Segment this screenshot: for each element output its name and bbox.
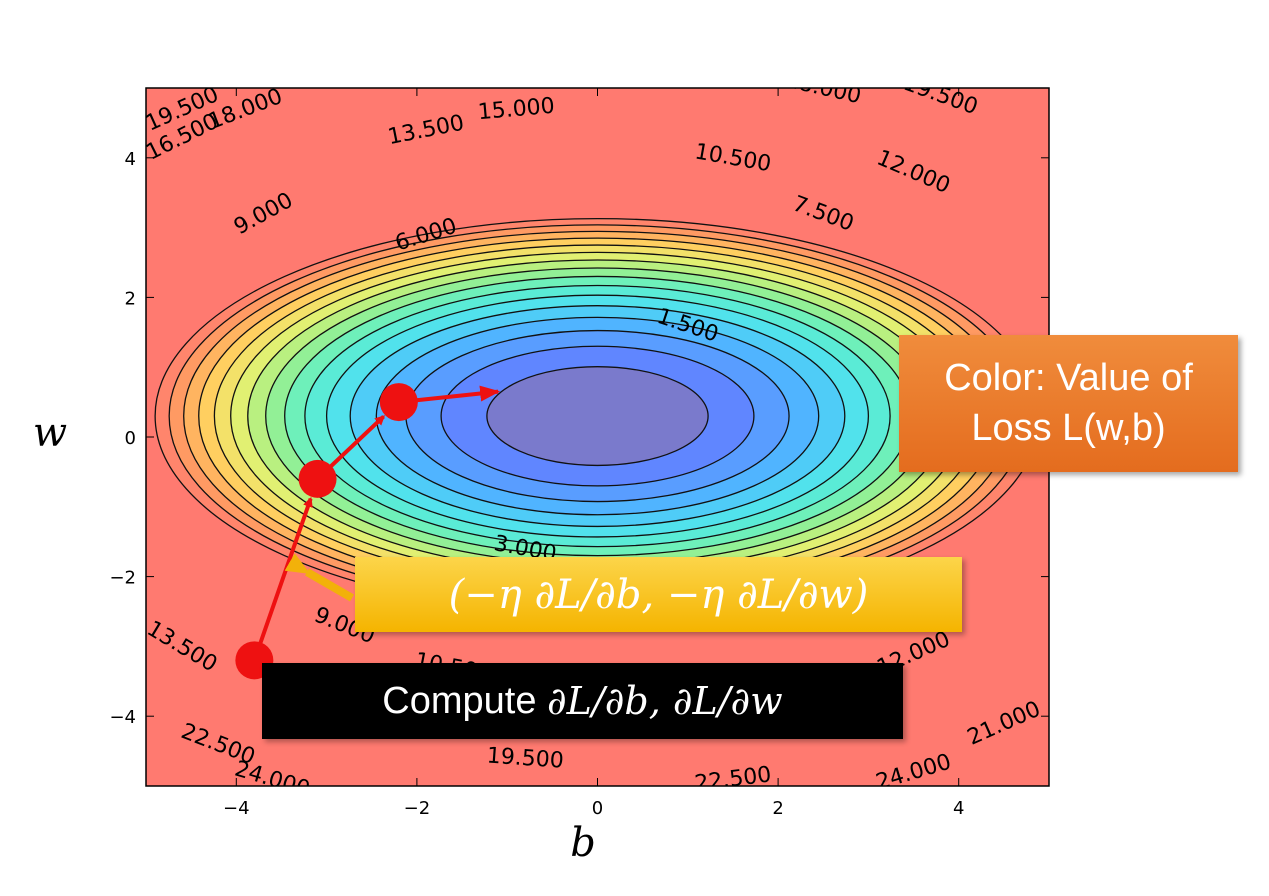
contour-line xyxy=(304,284,891,548)
path-point xyxy=(298,459,337,498)
y-tick-label: −4 xyxy=(109,707,136,728)
compute-label: Compute xyxy=(382,679,548,722)
x-axis-title: b xyxy=(570,820,596,866)
contour-label: 19.500 xyxy=(486,743,565,773)
x-tick-label: 2 xyxy=(772,798,783,819)
x-tick-label: 0 xyxy=(592,798,603,819)
x-tick-label: −4 xyxy=(223,798,250,819)
y-axis-ticks: −4 −2 0 2 4 xyxy=(109,149,1049,728)
y-tick-label: 0 xyxy=(125,428,136,449)
update-pointer-arrow xyxy=(284,553,355,602)
loss-color-callout: Color: Value of Loss L(w,b) xyxy=(899,335,1238,472)
path-point xyxy=(379,383,418,422)
contour-line xyxy=(440,345,755,487)
y-axis-title: w xyxy=(33,410,67,456)
x-tick-label: −2 xyxy=(404,798,431,819)
contour-line xyxy=(486,366,709,467)
contour-band xyxy=(486,366,709,466)
contour-line xyxy=(349,305,846,528)
y-tick-label: −2 xyxy=(109,568,136,589)
compute-gradient-callout: Compute ∂L/∂b, ∂L/∂w xyxy=(262,663,903,739)
x-tick-label: 4 xyxy=(953,798,964,819)
update-rule-callout: (−η ∂L/∂b, −η ∂L/∂w) xyxy=(355,557,962,632)
compute-gradient-math: ∂L/∂b, ∂L/∂w xyxy=(547,679,783,723)
path-step-arrow xyxy=(252,496,313,662)
y-tick-label: 4 xyxy=(125,149,136,170)
x-axis-ticks: −4 −2 0 2 4 xyxy=(223,88,964,819)
y-tick-label: 2 xyxy=(125,288,136,309)
contour-line xyxy=(325,294,870,538)
